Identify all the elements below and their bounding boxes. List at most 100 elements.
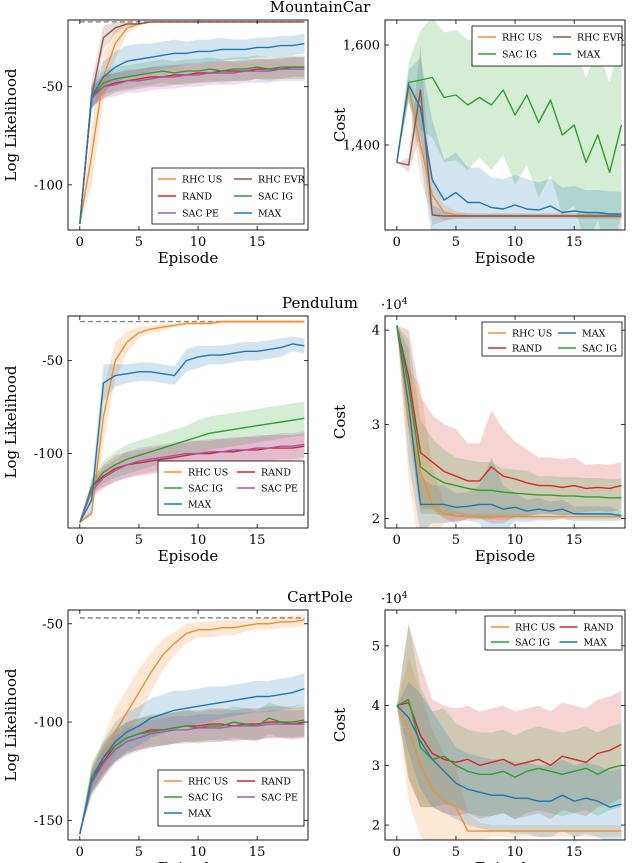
legend-frame <box>471 25 623 67</box>
chart-title: MountainCar <box>270 0 372 16</box>
series-line-max <box>79 343 305 523</box>
y-exponent-label: ·104 <box>381 297 408 313</box>
y-tick-label: -50 <box>42 354 63 369</box>
legend-label: RHC US <box>188 777 228 788</box>
y-tick-label: 5 <box>372 639 380 654</box>
legend-label: SAC IG <box>258 192 293 203</box>
x-tick-label: 5 <box>135 533 143 548</box>
band-max <box>79 336 305 523</box>
y-axis-label: Cost <box>331 708 349 742</box>
panel-mountaincar-loglik: 0 5 10 15 -50 -100 Episode Log Likelihood Mounta… <box>2 0 371 267</box>
x-tick-label: 15 <box>566 845 583 860</box>
y-tick-label: 3 <box>372 418 380 433</box>
series-line-rand <box>396 701 622 767</box>
y-tick-label: -100 <box>34 716 63 731</box>
x-tick-label: 0 <box>393 235 401 250</box>
legend-label: RHC EVR <box>258 175 306 186</box>
legend-label: SAC IG <box>502 50 537 61</box>
legend-label: MAX <box>582 329 606 340</box>
band-sac-ig <box>79 401 305 523</box>
plot-area <box>396 20 623 230</box>
legend-label: SAC PE <box>261 484 298 495</box>
legend-label: RHC US <box>515 623 555 634</box>
y-tick-label: 4 <box>372 324 380 339</box>
series-line-max <box>79 687 305 835</box>
band-sac-ig <box>396 325 622 519</box>
x-tick-label: 10 <box>190 533 207 548</box>
series-line-sac-ig <box>79 417 305 523</box>
legend-label: SAC PE <box>261 793 298 804</box>
band-rhc-evr <box>396 45 622 225</box>
band-max <box>396 325 622 528</box>
x-tick-label: 5 <box>135 845 143 860</box>
legend-frame <box>484 615 623 651</box>
legend: RHC US RHC EVR SAC IG MAX <box>471 25 625 67</box>
band-max <box>396 57 622 230</box>
plot-area <box>79 21 305 225</box>
x-tick-label: 15 <box>249 845 266 860</box>
band-sac-ig <box>396 20 622 230</box>
legend-frame <box>157 460 305 516</box>
y-tick-label: 2 <box>372 819 380 834</box>
series-line-sac-pe <box>79 68 305 225</box>
legend-label: MAX <box>584 638 608 649</box>
band-max <box>79 33 305 225</box>
x-tick-label: 10 <box>507 845 524 860</box>
y-tick-label: -50 <box>42 80 63 95</box>
axes-frame <box>384 19 626 231</box>
x-axis-label: Episode <box>158 859 219 863</box>
legend-label: RHC US <box>502 33 542 44</box>
series-line-rhc-us <box>396 325 622 518</box>
band-rand <box>79 433 305 523</box>
legend-label: RAND <box>261 468 291 479</box>
panel-pendulum-cost: 0 5 10 15 4 3 2 ·104 Episode Cost RHC US MAX RAND SAC… <box>331 297 626 565</box>
series-line-max <box>396 705 622 808</box>
band-rhc-us <box>79 613 305 835</box>
legend: RHC US RAND SAC IG SAC PE MAX <box>157 460 305 516</box>
series-line-rhc-us <box>79 619 305 835</box>
y-axis-label: Log Likelihood <box>2 365 20 478</box>
y-tick-label: -50 <box>42 617 63 632</box>
series-line-rhc-us <box>396 705 622 832</box>
band-rand <box>396 624 622 820</box>
legend-label: RHC EVR <box>577 33 625 44</box>
x-axis-label: Episode <box>475 547 536 565</box>
x-tick-label: 10 <box>507 533 524 548</box>
x-tick-label: 5 <box>452 533 460 548</box>
series-line-max <box>396 84 622 215</box>
x-tick-label: 15 <box>249 533 266 548</box>
band-rand <box>396 325 622 524</box>
legend-frame <box>151 167 305 225</box>
series-line-rhc-evr <box>79 21 305 225</box>
chart-title: Pendulum <box>282 294 358 312</box>
y-tick-label: -100 <box>34 447 63 462</box>
y-axis-label: Cost <box>331 405 349 439</box>
axes-frame <box>384 609 626 841</box>
legend-label: MAX <box>258 209 282 220</box>
chart-title: CartPole <box>287 588 353 606</box>
x-axis-label: Episode <box>158 547 219 565</box>
panel-pendulum-loglik: 0 5 10 15 -50 -100 Episode Log Likelihood Pendul… <box>2 294 358 565</box>
series-line-sac-pe <box>79 723 305 835</box>
legend-label: MAX <box>577 50 601 61</box>
legend-label: MAX <box>188 500 212 511</box>
band-rand <box>79 57 305 225</box>
x-tick-label: 10 <box>190 845 207 860</box>
x-tick-label: 15 <box>249 235 266 250</box>
series-line-rand <box>396 325 622 490</box>
panel-cartpole-loglik: 0 5 10 15 -50 -100 -150 Episode Log Likelihood Ca… <box>2 588 353 863</box>
x-tick-label: 5 <box>452 235 460 250</box>
legend-label: RHC US <box>188 468 228 479</box>
panel-mountaincar-cost: 0 5 10 15 1,600 1,400 Episode Cost RHC US RHC EVR… <box>331 19 626 267</box>
y-axis-label: Log Likelihood <box>2 668 20 781</box>
legend-label: RHC US <box>182 175 222 186</box>
x-tick-label: 0 <box>393 533 401 548</box>
x-tick-label: 15 <box>566 235 583 250</box>
axes-frame <box>67 609 309 841</box>
x-tick-label: 15 <box>566 533 583 548</box>
legend: RHC US MAX RAND SAC IG <box>481 321 623 357</box>
x-tick-label: 10 <box>190 235 207 250</box>
x-axis-label: Episode <box>475 859 536 863</box>
band-sac-pe <box>79 57 305 225</box>
legend-label: RAND <box>182 192 212 203</box>
